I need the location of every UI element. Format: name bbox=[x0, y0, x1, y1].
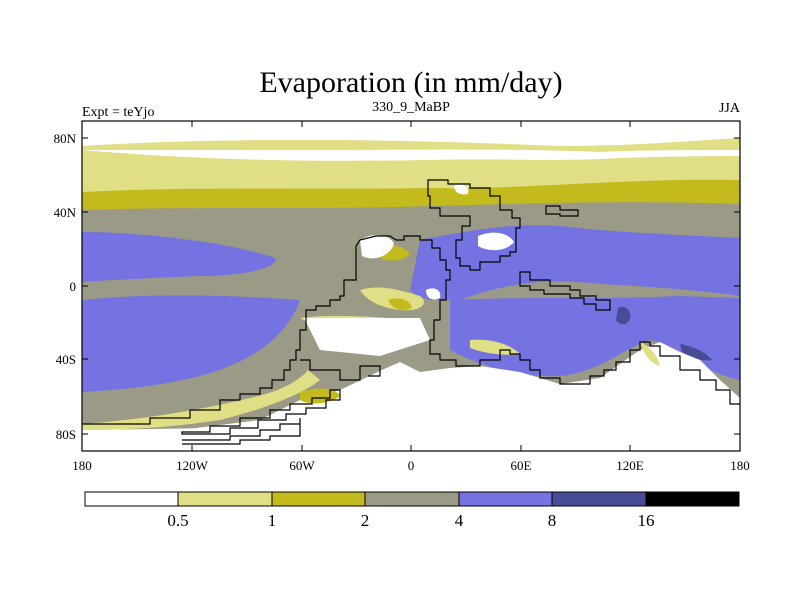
coastline-northeast-island bbox=[545, 205, 579, 217]
lon-label-0: 0 bbox=[408, 458, 415, 473]
lon-label-120e: 120E bbox=[616, 458, 644, 473]
map-title: Evaporation (in mm/day) bbox=[259, 66, 562, 99]
patch-light-3 bbox=[470, 339, 520, 355]
band-south-purple bbox=[82, 295, 300, 392]
lat-label-eq: 0 bbox=[70, 279, 77, 294]
patch-dark-purple-2 bbox=[680, 344, 712, 361]
patch-dark-purple-1 bbox=[616, 306, 631, 325]
coastlines bbox=[82, 179, 740, 445]
patch-light-4 bbox=[640, 342, 660, 366]
experiment-label: Expt = teYjo bbox=[82, 105, 154, 120]
lat-label-80s: 80S bbox=[56, 427, 76, 442]
latitude-labels: 80N 40N 0 40S 80S bbox=[54, 131, 77, 442]
patch-white-2 bbox=[478, 232, 514, 251]
coastline-southwest-arc bbox=[300, 359, 381, 381]
coastline-central-continent bbox=[355, 235, 740, 405]
lon-label-60w: 60W bbox=[289, 458, 315, 473]
coastline-antarctic-2 bbox=[182, 418, 301, 445]
season-label: JJA bbox=[719, 101, 741, 116]
lat-label-80n: 80N bbox=[54, 131, 77, 146]
colorbar-swatch-0-5-1 bbox=[178, 492, 272, 506]
lat-label-40s: 40S bbox=[56, 352, 76, 367]
colorbar-swatch-8-16 bbox=[552, 492, 646, 506]
band-equatorial-purple bbox=[82, 232, 276, 282]
lon-label-120w: 120W bbox=[176, 458, 209, 473]
lon-label-180e: 180 bbox=[730, 458, 750, 473]
band-south-purple-east bbox=[450, 296, 740, 380]
coastline-east-continent bbox=[519, 271, 611, 311]
lon-label-60e: 60E bbox=[511, 458, 532, 473]
colorbar-swatch-lt-0-5 bbox=[85, 492, 178, 506]
tick-marks bbox=[82, 121, 740, 451]
colorbar-swatch-gt-16 bbox=[646, 492, 739, 506]
coastline-northern-continent bbox=[427, 179, 521, 271]
coastline-antarctic-1 bbox=[181, 389, 341, 435]
colorbar: 0.5 1 2 4 8 16 bbox=[84, 491, 740, 530]
period-label: 330_9_MaBP bbox=[372, 100, 450, 115]
colorbar-label-1: 1 bbox=[268, 511, 277, 530]
colorbar-swatch-2-4 bbox=[365, 492, 459, 506]
lat-label-40n: 40N bbox=[54, 205, 77, 220]
colorbar-label-8: 8 bbox=[548, 511, 557, 530]
patch-olive-3 bbox=[388, 298, 412, 310]
colorbar-swatch-4-8 bbox=[459, 492, 552, 506]
colorbar-swatch-1-2 bbox=[272, 492, 365, 506]
band-north-gap bbox=[82, 149, 740, 161]
patch-white-1 bbox=[360, 235, 394, 259]
patch-white-5 bbox=[304, 318, 430, 356]
evaporation-field bbox=[82, 121, 740, 451]
longitude-labels: 180 120W 60W 0 60E 120E 180 bbox=[72, 458, 750, 473]
colorbar-label-0-5: 0.5 bbox=[167, 511, 188, 530]
antarctic-white bbox=[82, 342, 740, 451]
colorbar-label-4: 4 bbox=[455, 511, 464, 530]
colorbar-label-16: 16 bbox=[638, 511, 655, 530]
coastline-west-continent bbox=[82, 246, 357, 425]
lon-label-180w: 180 bbox=[72, 458, 92, 473]
patch-white-4 bbox=[454, 184, 469, 195]
patch-white-3 bbox=[426, 288, 441, 300]
colorbar-label-2: 2 bbox=[361, 511, 370, 530]
